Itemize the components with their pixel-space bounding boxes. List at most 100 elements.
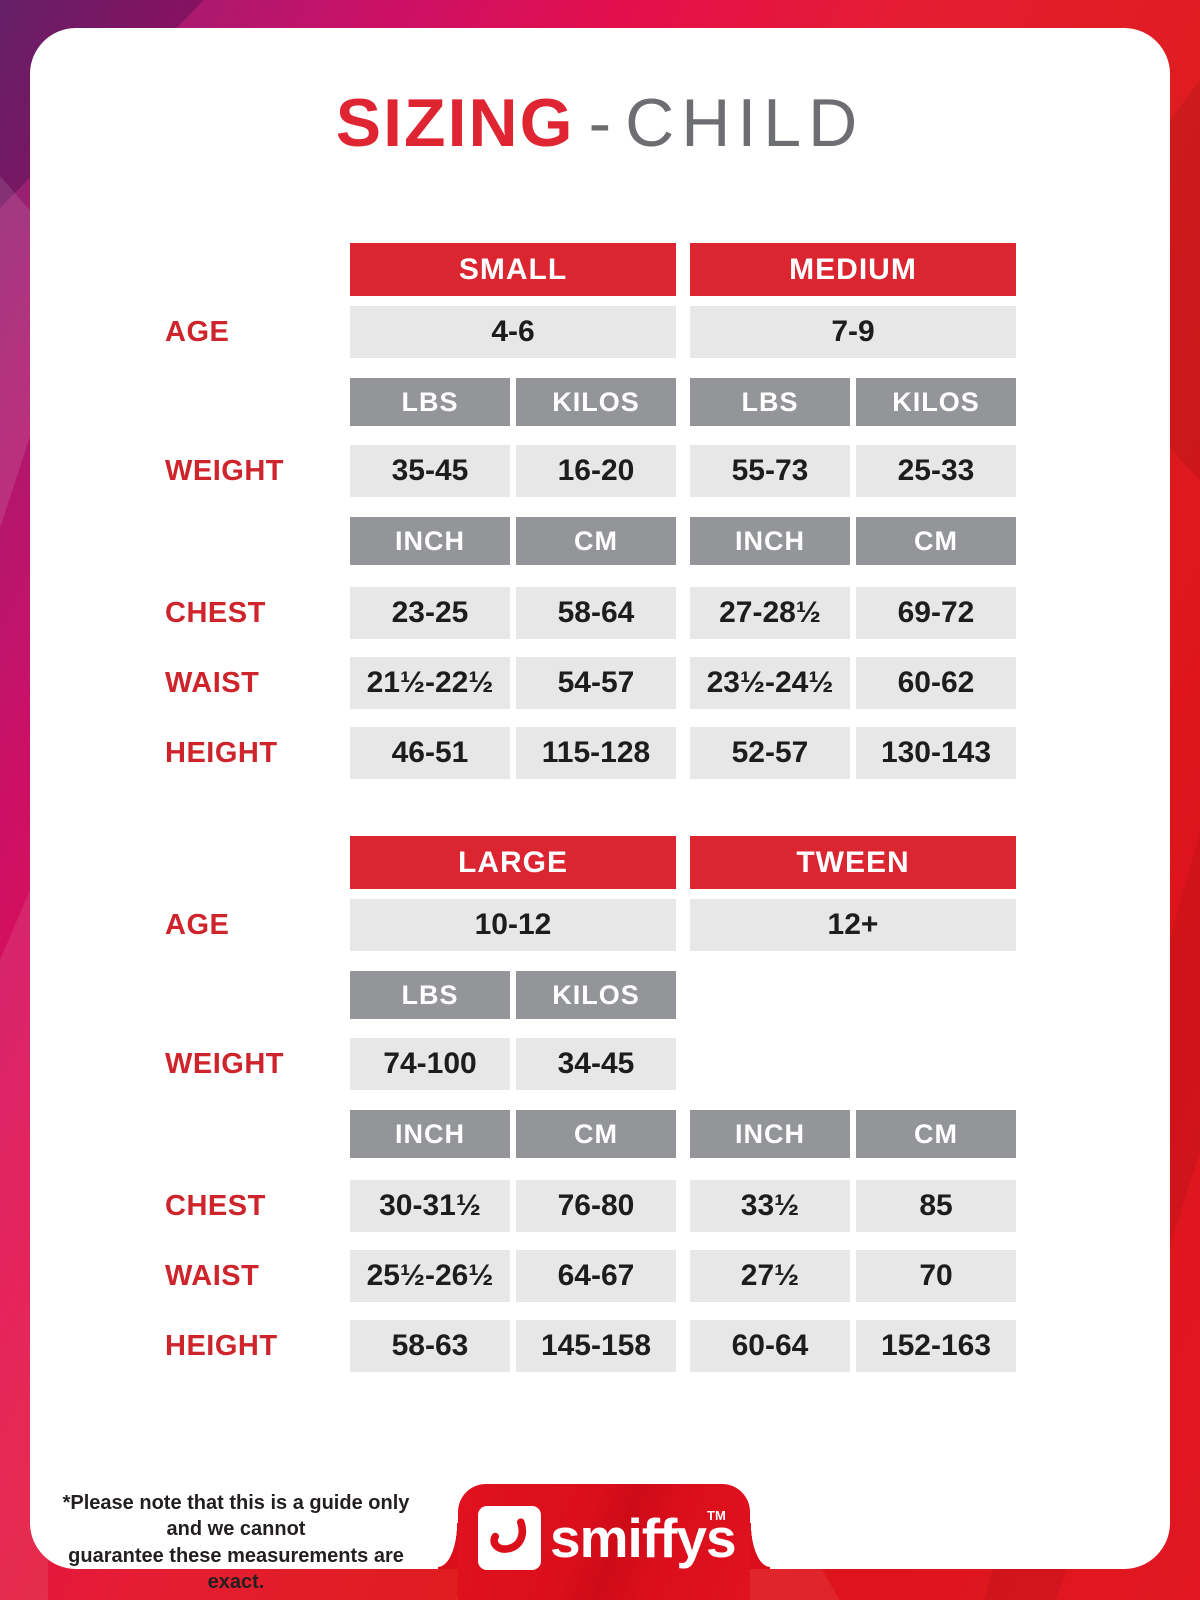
row-label-chest: CHEST	[165, 596, 266, 629]
age-row: AGE 4-6 7-9	[165, 306, 1170, 358]
chest-row: CHEST 30-31½ 76-80 33½ 85	[165, 1180, 1170, 1232]
chest-cell: 58-64	[516, 587, 676, 639]
title-dash: -	[588, 85, 612, 161]
waist-row: WAIST 21½-22½ 54-57 23½-24½ 60-62	[165, 657, 1170, 709]
row-label-spacer	[165, 1110, 344, 1158]
chest-cell: 76-80	[516, 1180, 676, 1232]
row-label-weight: WEIGHT	[165, 1047, 284, 1080]
age-cell: 4-6	[350, 306, 676, 358]
row-label-waist: WAIST	[165, 666, 260, 699]
waist-row: WAIST 25½-26½ 64-67 27½ 70	[165, 1250, 1170, 1302]
disclaimer-line-1: *Please note that this is a guide only a…	[62, 1492, 410, 1541]
height-cell: 152-163	[856, 1320, 1016, 1372]
age-row: AGE 10-12 12+	[165, 899, 1170, 951]
smile-icon	[489, 1518, 526, 1553]
disclaimer-note: *Please note that this is a guide only a…	[60, 1490, 412, 1596]
unit-header-inch: INCH	[690, 1110, 850, 1158]
unit-header-cm: CM	[516, 517, 676, 565]
chest-row: CHEST 23-25 58-64 27-28½ 69-72	[165, 587, 1170, 639]
unit-header-lbs: LBS	[350, 971, 510, 1019]
height-cell: 115-128	[516, 727, 676, 779]
size-header-medium: MEDIUM	[690, 243, 1016, 296]
weight-cell: 34-45	[516, 1038, 676, 1090]
row-label-spacer	[165, 243, 344, 296]
age-cell: 12+	[690, 899, 1016, 951]
height-cell: 52-57	[690, 727, 850, 779]
unit-header-lbs: LBS	[350, 378, 510, 426]
height-cell: 58-63	[350, 1320, 510, 1372]
weight-cell: 25-33	[856, 445, 1016, 497]
unit-header-kilos: KILOS	[516, 971, 676, 1019]
size-table-large-tween: LARGE TWEEN AGE 10-12 12+ LBS KILOS WEIG…	[30, 836, 1170, 1372]
disclaimer-line-2: guarantee these measurements are exact.	[68, 1544, 404, 1594]
size-table-small-medium: SMALL MEDIUM AGE 4-6 7-9 LBS KILOS LBS K…	[30, 243, 1170, 779]
height-cell: 46-51	[350, 727, 510, 779]
row-label-height: HEIGHT	[165, 736, 278, 769]
row-label-age: AGE	[165, 315, 230, 348]
title-sizing: SIZING	[335, 85, 575, 161]
unit-header-inch: INCH	[350, 1110, 510, 1158]
height-cell: 60-64	[690, 1320, 850, 1372]
chest-cell: 30-31½	[350, 1180, 510, 1232]
weight-cell: 35-45	[350, 445, 510, 497]
waist-cell: 70	[856, 1250, 1016, 1302]
size-header-row: SMALL MEDIUM	[165, 243, 1170, 296]
unit-header-inch: INCH	[350, 517, 510, 565]
unit-header-cm: CM	[516, 1110, 676, 1158]
row-label-spacer	[165, 836, 344, 889]
waist-cell: 64-67	[516, 1250, 676, 1302]
trademark-symbol: TM	[707, 1508, 726, 1523]
waist-cell: 25½-26½	[350, 1250, 510, 1302]
size-header-small: SMALL	[350, 243, 676, 296]
row-label-spacer	[165, 971, 344, 1019]
unit-header-cm: CM	[856, 1110, 1016, 1158]
row-label-waist: WAIST	[165, 1259, 260, 1292]
waist-cell: 54-57	[516, 657, 676, 709]
age-cell: 7-9	[690, 306, 1016, 358]
chest-cell: 27-28½	[690, 587, 850, 639]
dimension-unit-header-row: INCH CM INCH CM	[165, 517, 1170, 565]
age-cell: 10-12	[350, 899, 676, 951]
waist-cell: 23½-24½	[690, 657, 850, 709]
page-title: SIZING - CHILD	[30, 84, 1170, 162]
row-label-chest: CHEST	[165, 1189, 266, 1222]
logo-tab: smiffys TM	[438, 1484, 770, 1600]
chest-cell: 85	[856, 1180, 1016, 1232]
row-label-age: AGE	[165, 908, 230, 941]
size-header-row: LARGE TWEEN	[165, 836, 1170, 889]
size-header-tween: TWEEN	[690, 836, 1016, 889]
content-card: SIZING - CHILD SMALL MEDIUM AGE 4-6 7-9 LB…	[30, 28, 1170, 1593]
unit-header-inch: INCH	[690, 517, 850, 565]
dimension-unit-header-row: INCH CM INCH CM	[165, 1110, 1170, 1158]
brand-wordmark: smiffys	[550, 1507, 737, 1569]
row-label-height: HEIGHT	[165, 1329, 278, 1362]
waist-cell: 21½-22½	[350, 657, 510, 709]
weight-unit-header-row: LBS KILOS	[165, 971, 1170, 1019]
chest-cell: 33½	[690, 1180, 850, 1232]
chest-cell: 69-72	[856, 587, 1016, 639]
size-header-large: LARGE	[350, 836, 676, 889]
waist-cell: 60-62	[856, 657, 1016, 709]
title-child: CHILD	[625, 85, 865, 161]
smile-logo-box	[478, 1506, 541, 1570]
unit-header-kilos: KILOS	[516, 378, 676, 426]
height-row: HEIGHT 46-51 115-128 52-57 130-143	[165, 727, 1170, 779]
height-cell: 130-143	[856, 727, 1016, 779]
weight-unit-header-row: LBS KILOS LBS KILOS	[165, 378, 1170, 426]
waist-cell: 27½	[690, 1250, 850, 1302]
chest-cell: 23-25	[350, 587, 510, 639]
weight-cell: 74-100	[350, 1038, 510, 1090]
row-label-spacer	[165, 378, 344, 426]
row-label-spacer	[165, 517, 344, 565]
weight-row: WEIGHT 35-45 16-20 55-73 25-33	[165, 445, 1170, 497]
weight-cell: 55-73	[690, 445, 850, 497]
weight-row: WEIGHT 74-100 34-45	[165, 1038, 1170, 1090]
unit-header-cm: CM	[856, 517, 1016, 565]
height-cell: 145-158	[516, 1320, 676, 1372]
weight-cell: 16-20	[516, 445, 676, 497]
row-label-weight: WEIGHT	[165, 454, 284, 487]
height-row: HEIGHT 58-63 145-158 60-64 152-163	[165, 1320, 1170, 1372]
unit-header-lbs: LBS	[690, 378, 850, 426]
unit-header-kilos: KILOS	[856, 378, 1016, 426]
